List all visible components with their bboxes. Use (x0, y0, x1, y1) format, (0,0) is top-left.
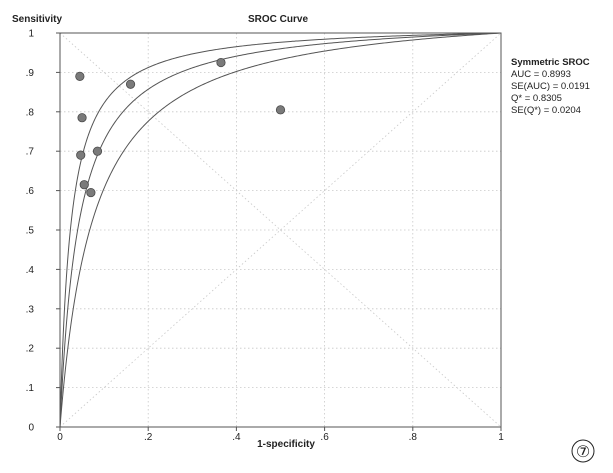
x-axis-label: 1-specificity (257, 439, 315, 450)
anti-diagonal-reference (59, 32, 502, 428)
axis-ticks: 0 .1 .2 .3 .4 .5 .6 .7 .8 .9 1 0 .2 .4 .6 .8 1 (26, 29, 505, 444)
figure-number: ⑦ (576, 442, 590, 461)
x-tick-label: 0 (57, 432, 63, 443)
y-tick-label: .5 (26, 226, 35, 237)
stats-title: Symmetric SROC (511, 57, 590, 68)
study-point (76, 150, 86, 160)
study-point (77, 113, 87, 123)
y-tick-label: 0 (28, 423, 34, 434)
y-tick-label: .2 (26, 344, 35, 355)
figure-number-circle (571, 439, 595, 463)
x-tick-label: 1 (498, 432, 504, 443)
grid-lines (59, 32, 502, 428)
sroc-curve-lower-bound (59, 32, 502, 428)
x-tick-label: .4 (232, 432, 241, 443)
study-points (75, 57, 286, 198)
study-point (125, 79, 136, 89)
stat-auc: AUC = 0.8993 (511, 69, 571, 80)
sroc-curve-upper-bound (59, 32, 502, 427)
y-tick-label: .9 (26, 68, 35, 79)
y-axis-label: Sensitivity (12, 14, 62, 25)
y-tick-label: .3 (26, 304, 35, 315)
x-tick-label: .2 (144, 432, 153, 443)
study-point (92, 146, 103, 156)
x-tick-label: .8 (409, 432, 418, 443)
y-tick-label: .7 (26, 147, 35, 158)
y-tick-label: .4 (26, 265, 35, 276)
y-tick-label: .1 (26, 383, 35, 394)
diagonal-reference (59, 32, 502, 428)
y-tick-label: .6 (26, 186, 35, 197)
study-point (216, 57, 226, 68)
chart-title: SROC Curve (248, 14, 308, 25)
y-tick-label: .8 (26, 107, 35, 118)
y-tick-label: 1 (28, 29, 34, 40)
sroc-curve-sroc (59, 32, 502, 427)
x-tick-label: .6 (320, 432, 329, 443)
study-point (79, 180, 89, 190)
sroc-curves (59, 32, 502, 428)
stat-se-auc: SE(AUC) = 0.0191 (511, 81, 590, 92)
study-point (86, 187, 96, 198)
study-point (275, 105, 286, 115)
stat-q-star: Q* = 0.8305 (511, 93, 562, 104)
stat-se-q-star: SE(Q*) = 0.0204 (511, 105, 581, 116)
study-point (75, 71, 85, 81)
